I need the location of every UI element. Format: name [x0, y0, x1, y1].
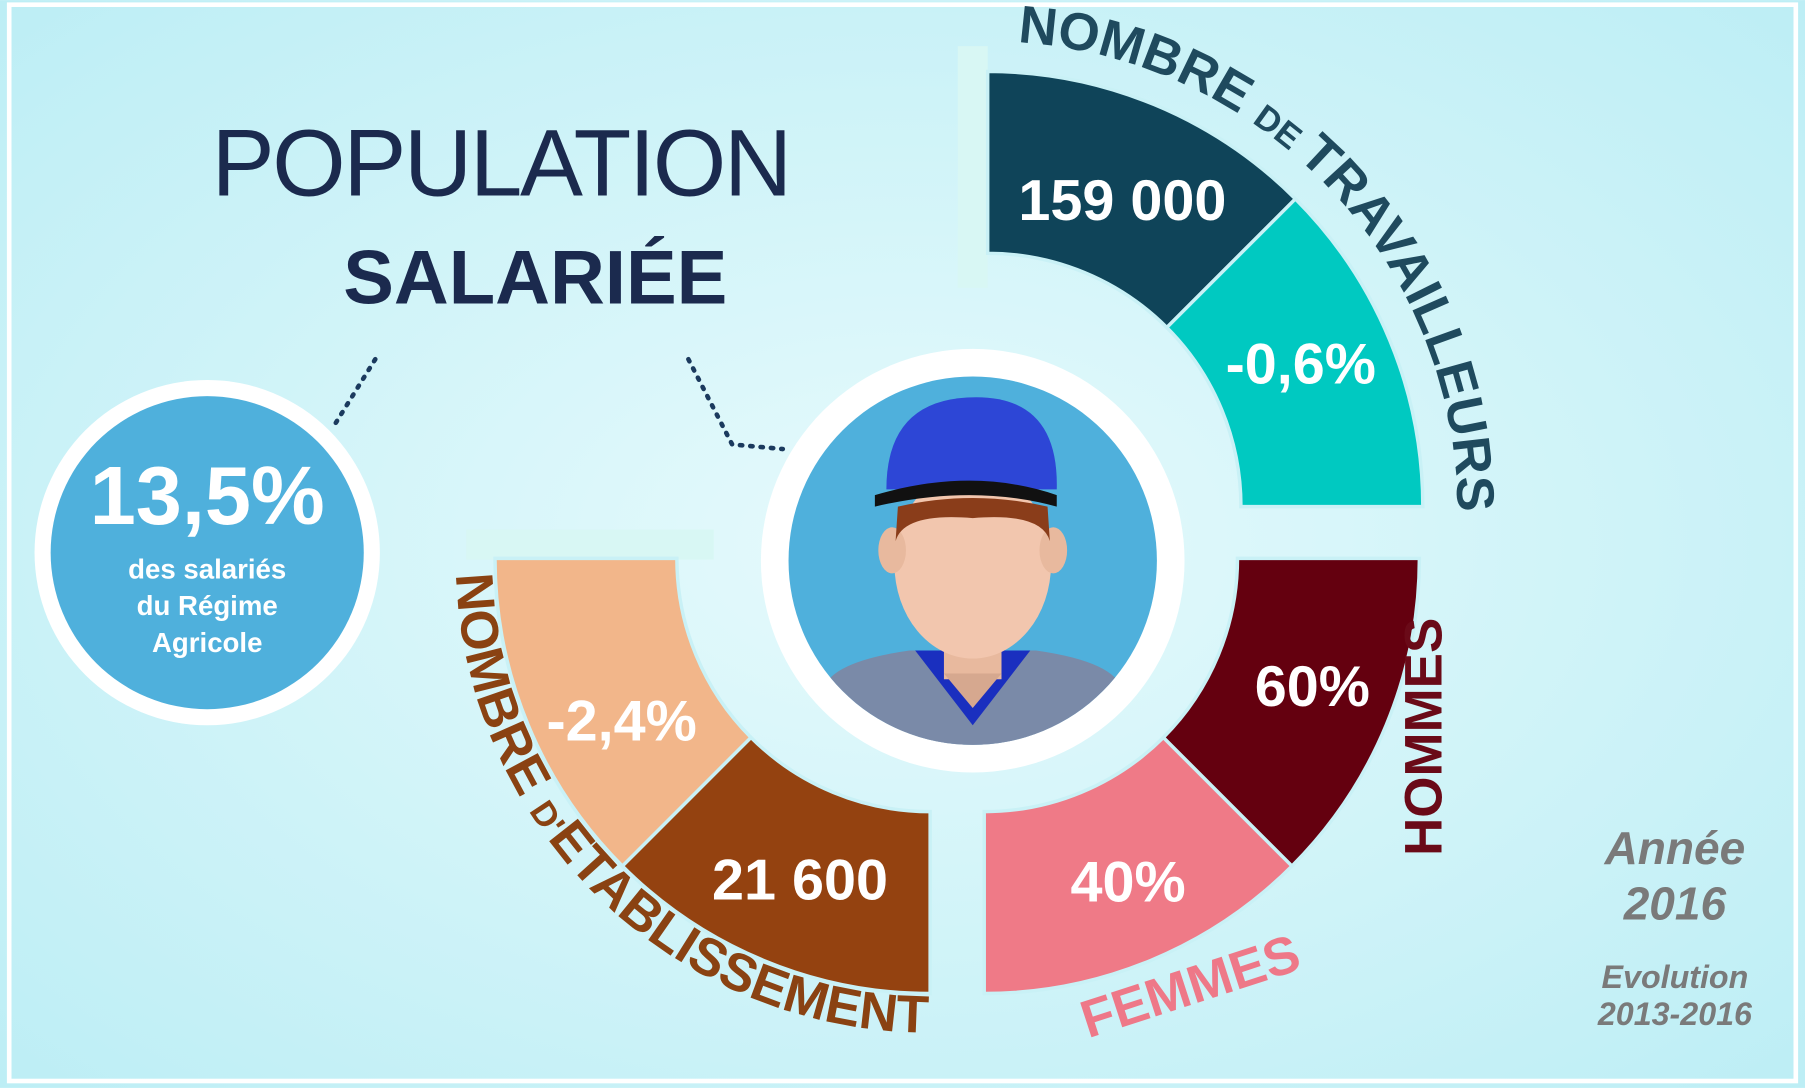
men-share: 60% [1255, 655, 1370, 719]
infographic: POPULATION SALARIÉE 13,5% des salariés d… [0, 0, 1805, 1088]
year-label: Année [1604, 822, 1746, 874]
year: 2016 [1623, 877, 1727, 929]
title-line1: POPULATION [212, 111, 790, 216]
highlight-caption: du Régime [137, 590, 278, 621]
strip [958, 46, 988, 288]
period: 2013-2016 [1597, 996, 1753, 1032]
women-share: 40% [1071, 851, 1186, 915]
highlight-caption: Agricole [152, 627, 262, 658]
establishments-count: 21 600 [712, 848, 888, 912]
workers-count: 159 000 [1018, 169, 1226, 233]
workers-evolution: -0,6% [1226, 333, 1376, 397]
strip [466, 530, 713, 560]
title-line2: SALARIÉE [343, 235, 727, 320]
highlight-caption: des salariés [128, 553, 286, 584]
evolution-label: Evolution [1602, 959, 1749, 995]
men-label: HOMMES [1394, 618, 1453, 856]
establishments-evolution: -2,4% [546, 690, 696, 754]
highlight-value: 13,5% [90, 449, 325, 542]
